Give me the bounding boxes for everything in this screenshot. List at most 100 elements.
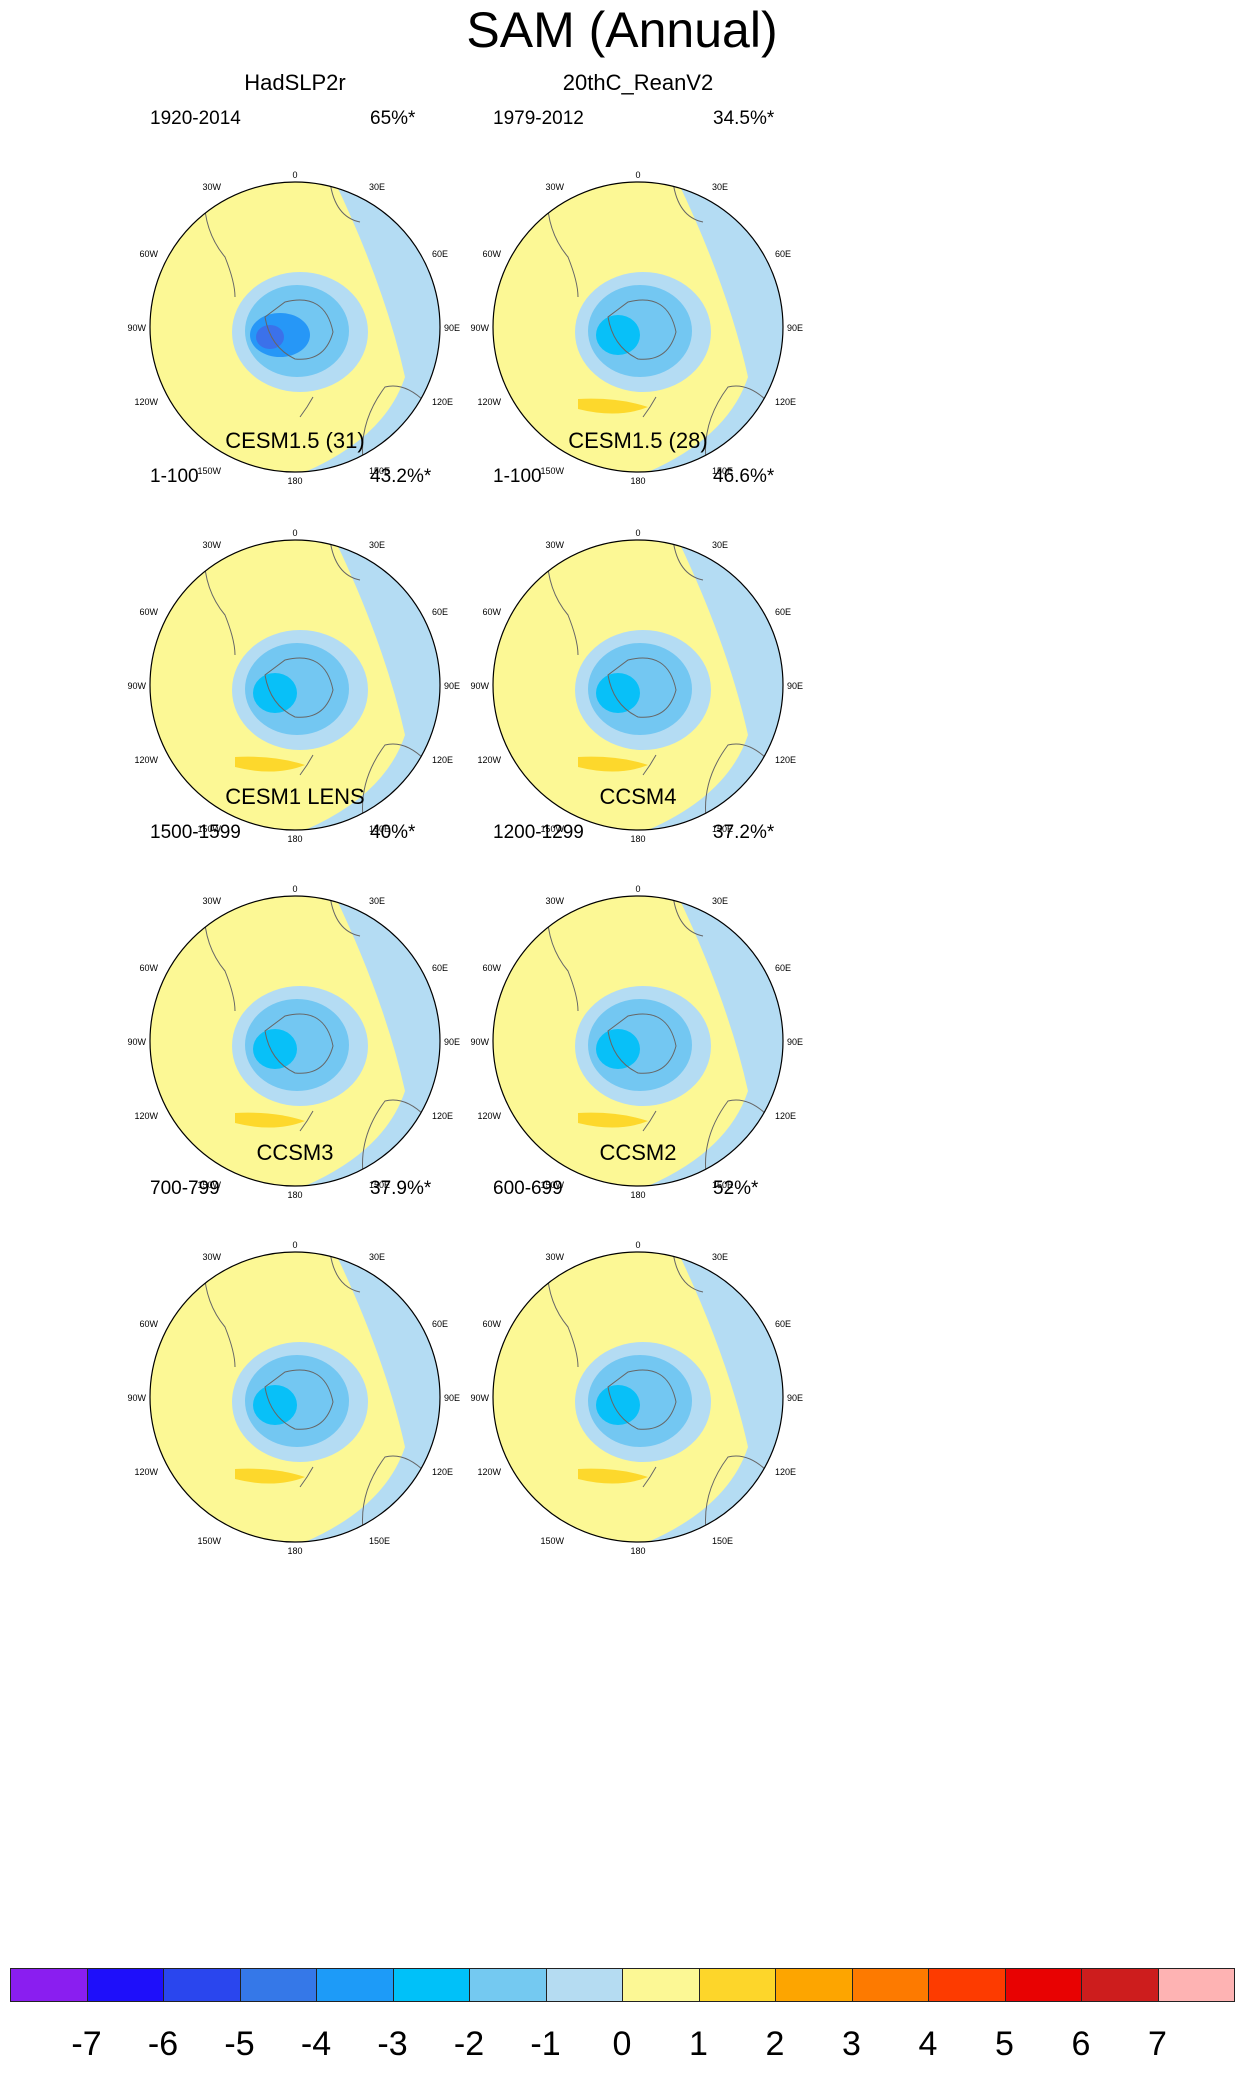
longitude-label: 60W xyxy=(482,1319,501,1329)
panel-variance: 34.5%* xyxy=(713,108,775,129)
longitude-label: 30W xyxy=(202,896,221,906)
colorbar-swatch xyxy=(392,1968,470,2002)
colorbar-tick-label: 7 xyxy=(1148,2025,1167,2063)
longitude-label: 120W xyxy=(134,397,158,407)
longitude-label: 90W xyxy=(470,323,489,333)
longitude-label: 60E xyxy=(775,249,791,259)
positive-anomaly xyxy=(578,1468,648,1484)
longitude-label: 90W xyxy=(127,1393,146,1403)
map-boundary xyxy=(492,1251,784,1543)
longitude-label: 90W xyxy=(127,323,146,333)
africa-coastline xyxy=(329,1252,361,1293)
longitude-label: 180 xyxy=(630,1190,645,1200)
contour-level-3 xyxy=(596,673,640,713)
polar-map: 0 180 90W 90E 30W 30E 60W 60E 120W 120E 150W 150E xyxy=(470,170,803,486)
map-panel: CESM1.5 (28) 1-100 46.6%* 0 180 90W 90E 30W 30E 6… xyxy=(470,428,953,898)
panel-variance: 43.2%* xyxy=(370,466,432,487)
panel-period: 600-699 xyxy=(493,1178,563,1199)
longitude-label: 60E xyxy=(432,1319,448,1329)
negative-band xyxy=(648,1252,783,1542)
australia-coastline xyxy=(362,1099,426,1186)
map-panel: CCSM2 600-699 52%* 0 180 90W 90E 30W 30E 60W 60E 12… xyxy=(470,1140,953,1610)
polar-map: 0 180 90W 90E 30W 30E 60W 60E 120W 120E 150W 150E xyxy=(127,170,460,486)
antarctica-coastline xyxy=(264,1013,334,1074)
australia-coastline xyxy=(705,1099,769,1186)
longitude-label: 150E xyxy=(712,824,733,834)
colorbar-tick-label: 6 xyxy=(1071,2025,1091,2063)
new-zealand-coastline xyxy=(299,754,314,776)
colorbar-swatch xyxy=(1081,1968,1159,2002)
longitude-label: 60E xyxy=(775,607,791,617)
panel-variance: 40%* xyxy=(370,822,416,843)
new-zealand-coastline xyxy=(642,754,657,776)
longitude-label: 150W xyxy=(540,1180,564,1190)
panel-title: CESM1.5 (31) xyxy=(225,428,365,453)
longitude-label: 180 xyxy=(287,834,302,844)
new-zealand-coastline xyxy=(299,1110,314,1132)
polar-map: 0 180 90W 90E 30W 30E 60W 60E 120W 120E 150W 150E xyxy=(127,1240,460,1556)
negative-band xyxy=(305,1252,440,1542)
longitude-label: 60E xyxy=(432,607,448,617)
longitude-label: 30E xyxy=(712,1252,728,1262)
longitude-label: 30W xyxy=(545,182,564,192)
longitude-label: 120W xyxy=(134,1467,158,1477)
colorbar-swatch xyxy=(86,1968,164,2002)
colorbar-tick-label: -2 xyxy=(453,2025,485,2063)
antarctica-coastline xyxy=(607,299,677,360)
longitude-label: 150E xyxy=(712,1536,733,1546)
polar-map: 0 180 90W 90E 30W 30E 60W 60E 120W 120E 150W 150E xyxy=(470,884,803,1200)
longitude-label: 150W xyxy=(197,466,221,476)
longitude-label: 150W xyxy=(540,466,564,476)
panel-title: 20thC_ReanV2 xyxy=(562,70,714,95)
longitude-label: 60W xyxy=(139,249,158,259)
longitude-label: 30E xyxy=(369,540,385,550)
longitude-label: 0 xyxy=(292,884,297,894)
longitude-label: 0 xyxy=(635,528,640,538)
longitude-label: 150W xyxy=(540,1536,564,1546)
longitude-label: 30W xyxy=(545,1252,564,1262)
panel-title: CCSM3 xyxy=(256,1140,334,1165)
panel-variance: 37.2%* xyxy=(713,822,775,843)
longitude-label: 30W xyxy=(545,896,564,906)
map-boundary xyxy=(492,181,784,473)
new-zealand-coastline xyxy=(642,1466,657,1488)
panel-variance: 65%* xyxy=(370,108,416,129)
contour-level-3 xyxy=(596,1385,640,1425)
panel-period: 1979-2012 xyxy=(493,108,584,129)
africa-coastline xyxy=(329,896,361,937)
colorbar-swatch xyxy=(469,1968,547,2002)
longitude-label: 120W xyxy=(134,1111,158,1121)
longitude-label: 120E xyxy=(775,1467,796,1477)
map-boundary xyxy=(149,1251,441,1543)
antarctica-coastline xyxy=(607,1013,677,1074)
longitude-label: 150E xyxy=(369,1180,390,1190)
colorbar-tick-label: -4 xyxy=(300,2025,332,2063)
longitude-label: 0 xyxy=(635,884,640,894)
positive-anomaly xyxy=(578,756,648,772)
longitude-label: 120W xyxy=(477,397,501,407)
australia-coastline xyxy=(705,385,769,472)
longitude-label: 30E xyxy=(712,182,728,192)
africa-coastline xyxy=(672,896,704,937)
map-panel: HadSLP2r 1920-2014 65%* 0 180 90W 90E 30W 30E 60W… xyxy=(127,70,610,540)
longitude-label: 90W xyxy=(470,681,489,691)
positive-anomaly xyxy=(235,756,305,772)
africa-coastline xyxy=(672,182,704,223)
australia-coastline xyxy=(705,1455,769,1542)
colorbar-swatch xyxy=(10,1968,88,2002)
longitude-label: 90E xyxy=(787,681,803,691)
longitude-label: 60E xyxy=(775,1319,791,1329)
map-panel: 20thC_ReanV2 1979-2012 34.5%* 0 180 90W 90E 30W… xyxy=(470,70,953,540)
longitude-label: 60W xyxy=(482,249,501,259)
australia-coastline xyxy=(362,743,426,830)
colorbar-tick-label: 3 xyxy=(842,2025,861,2063)
longitude-label: 0 xyxy=(635,170,640,180)
colorbar-swatch xyxy=(851,1968,929,2002)
antarctica-coastline xyxy=(264,1369,334,1430)
polar-map: 0 180 90W 90E 30W 30E 60W 60E 120W 120E 150W 150E xyxy=(127,528,460,844)
panel-period: 1-100 xyxy=(150,466,199,487)
map-boundary xyxy=(149,539,441,831)
longitude-label: 60W xyxy=(482,607,501,617)
map-panel: CESM1.5 (31) 1-100 43.2%* 0 180 90W 90E 30W 30E 6… xyxy=(127,428,610,898)
panel-period: 1500-1599 xyxy=(150,822,241,843)
